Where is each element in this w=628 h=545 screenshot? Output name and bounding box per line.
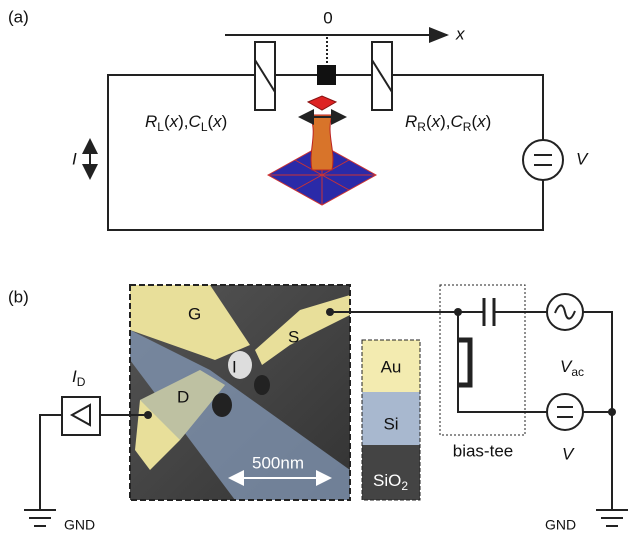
text-part: R bbox=[463, 120, 472, 134]
text-part: ac bbox=[571, 365, 584, 379]
ground bbox=[596, 412, 628, 526]
text-part: R bbox=[405, 112, 417, 131]
figure: (a) 0 x I RL(x),CL(x) RR(x),CR(x) V (b) … bbox=[0, 0, 628, 540]
dc-source bbox=[547, 394, 583, 430]
text-part: x bbox=[476, 112, 486, 131]
inductor bbox=[458, 340, 470, 385]
gate-label: G bbox=[188, 304, 201, 323]
text-part: ), bbox=[440, 112, 450, 131]
source-label: V bbox=[576, 149, 589, 168]
amplifier-label: ID bbox=[72, 367, 86, 389]
island bbox=[317, 65, 336, 85]
right-element-label: RR(x),CR(x) bbox=[405, 112, 491, 134]
text-part: C bbox=[451, 112, 464, 131]
text-part: D bbox=[77, 375, 86, 389]
text-part: ) bbox=[222, 112, 228, 131]
text-part: ), bbox=[178, 112, 188, 131]
source-terminal-label: S bbox=[288, 327, 299, 346]
capacitor bbox=[484, 298, 494, 326]
pillar-graphic bbox=[268, 96, 376, 205]
ground-label: GND bbox=[545, 517, 576, 533]
left-element-label: RL(x),CL(x) bbox=[145, 112, 227, 134]
material-label: Au bbox=[381, 357, 402, 376]
ground bbox=[24, 510, 56, 526]
text-part: C bbox=[189, 112, 202, 131]
text-part: R bbox=[145, 112, 157, 131]
sem-image bbox=[130, 285, 350, 500]
text-part: x bbox=[212, 112, 222, 131]
dc-source-label: V bbox=[562, 444, 575, 463]
ac-source-label: Vac bbox=[560, 357, 584, 379]
axis-zero: 0 bbox=[323, 8, 332, 27]
drain-label: D bbox=[177, 387, 189, 406]
current-label: I bbox=[72, 149, 77, 168]
axis-label: x bbox=[455, 24, 465, 43]
text-part: 2 bbox=[401, 479, 408, 493]
text-part: x bbox=[431, 112, 441, 131]
text-part: ) bbox=[486, 112, 492, 131]
amplifier bbox=[62, 397, 100, 435]
bias-tee-label: bias-tee bbox=[453, 441, 513, 460]
material-label: Si bbox=[383, 414, 398, 433]
panel-label: (a) bbox=[8, 7, 29, 26]
panel-label: (b) bbox=[8, 287, 29, 306]
island-label: I bbox=[232, 357, 237, 376]
text-part: SiO bbox=[373, 471, 401, 490]
text-part: R bbox=[417, 120, 426, 134]
ground-label: GND bbox=[64, 517, 95, 533]
dc-source bbox=[523, 140, 563, 180]
scale-label: 500nm bbox=[252, 453, 304, 472]
text-part: x bbox=[169, 112, 179, 131]
